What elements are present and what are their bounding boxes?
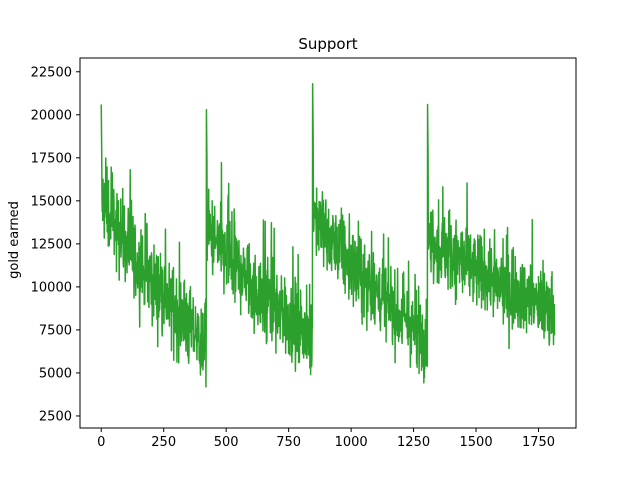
y-tick-label: 5000 <box>39 366 72 381</box>
y-tick-label: 10000 <box>31 280 72 295</box>
x-tick-label: 1000 <box>335 435 368 450</box>
x-tick-label: 750 <box>276 435 301 450</box>
x-tick-label: 1250 <box>397 435 430 450</box>
y-tick-label: 2500 <box>39 409 72 424</box>
y-tick-label: 22500 <box>31 65 72 80</box>
y-tick-label: 7500 <box>39 323 72 338</box>
y-tick-label: 17500 <box>31 151 72 166</box>
x-axis-ticks: 0 250 500 750 1000 1250 1500 1750 <box>97 428 555 450</box>
y-axis-label: gold earned <box>7 201 22 279</box>
chart-title: Support <box>298 35 357 53</box>
series-line <box>100 83 556 388</box>
y-tick-label: 20000 <box>31 108 72 123</box>
y-axis-ticks: 2500 5000 7500 10000 12500 15000 17500 20000 225… <box>31 65 80 424</box>
x-tick-label: 1750 <box>522 435 555 450</box>
y-tick-label: 12500 <box>31 237 72 252</box>
x-tick-label: 250 <box>151 435 176 450</box>
x-tick-label: 0 <box>97 435 105 450</box>
plot-frame <box>79 57 577 429</box>
y-tick-label: 15000 <box>31 194 72 209</box>
series-layer <box>100 83 556 388</box>
x-tick-label: 500 <box>214 435 239 450</box>
x-tick-label: 1500 <box>460 435 493 450</box>
